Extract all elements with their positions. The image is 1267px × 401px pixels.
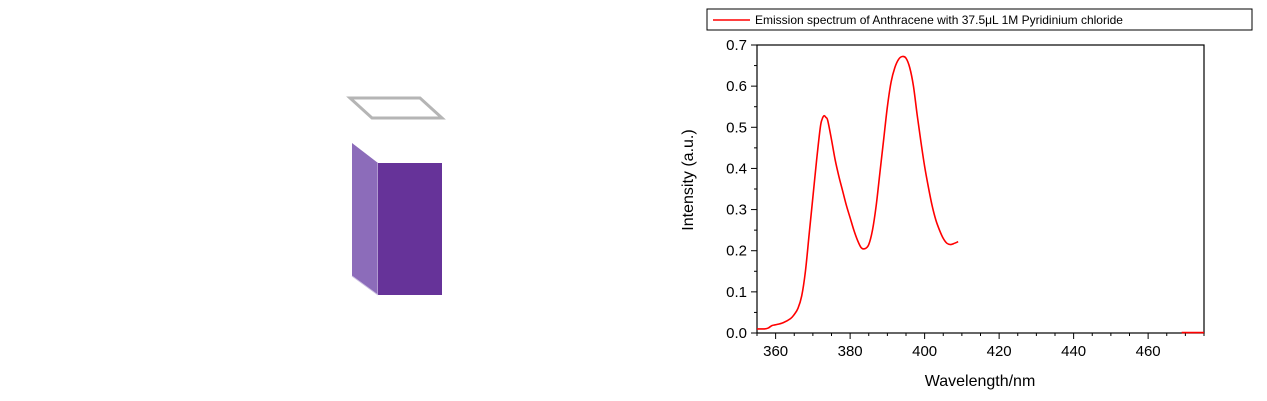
x-axis: 360 380 400 420 440 460: [756, 333, 1205, 360]
y-axis-title: Intensity (a.u.): [680, 129, 697, 230]
y-tick-label: 0.4: [726, 160, 747, 177]
legend-box: [706, 8, 1253, 31]
x-tick-label: 460: [1136, 343, 1161, 360]
legend: Emission spectrum of Anthracene with 37.…: [706, 8, 1253, 31]
cuvette-front-face: [378, 163, 442, 295]
cuvette-bottom-edge: [351, 275, 379, 296]
y-tick-label: 0.1: [726, 284, 747, 301]
y-tick-label: 0.7: [726, 37, 747, 54]
emission-spectrum-line: [756, 55, 959, 330]
cuvette-side-face: [352, 143, 378, 295]
plot-frame: [756, 44, 1205, 334]
x-tick-label: 360: [763, 343, 788, 360]
cuvette-illustration: [346, 96, 446, 296]
x-tick-label: 380: [838, 343, 863, 360]
y-tick-label: 0.3: [726, 202, 747, 219]
y-tick-label: 0.6: [726, 78, 747, 95]
legend-label: Emission spectrum of Anthracene with 37.…: [755, 13, 1123, 27]
plot-area: 360 380 400 420 440 460 0.0 0.1 0.2 0.3 0.4 0.5 0.6…: [680, 37, 1205, 390]
x-axis-title: Wavelength/nm: [925, 373, 1036, 390]
series-layer: [756, 55, 1204, 334]
y-tick-label: 0.5: [726, 119, 747, 136]
x-tick-label: 420: [987, 343, 1012, 360]
y-tick-label: 0.0: [726, 325, 747, 342]
cuvette-lid: [346, 96, 446, 120]
x-tick-label: 440: [1061, 343, 1086, 360]
x-tick-label: 400: [912, 343, 937, 360]
y-axis: 0.0 0.1 0.2 0.3 0.4 0.5 0.6 0.7: [726, 37, 757, 342]
y-tick-label: 0.2: [726, 243, 747, 260]
